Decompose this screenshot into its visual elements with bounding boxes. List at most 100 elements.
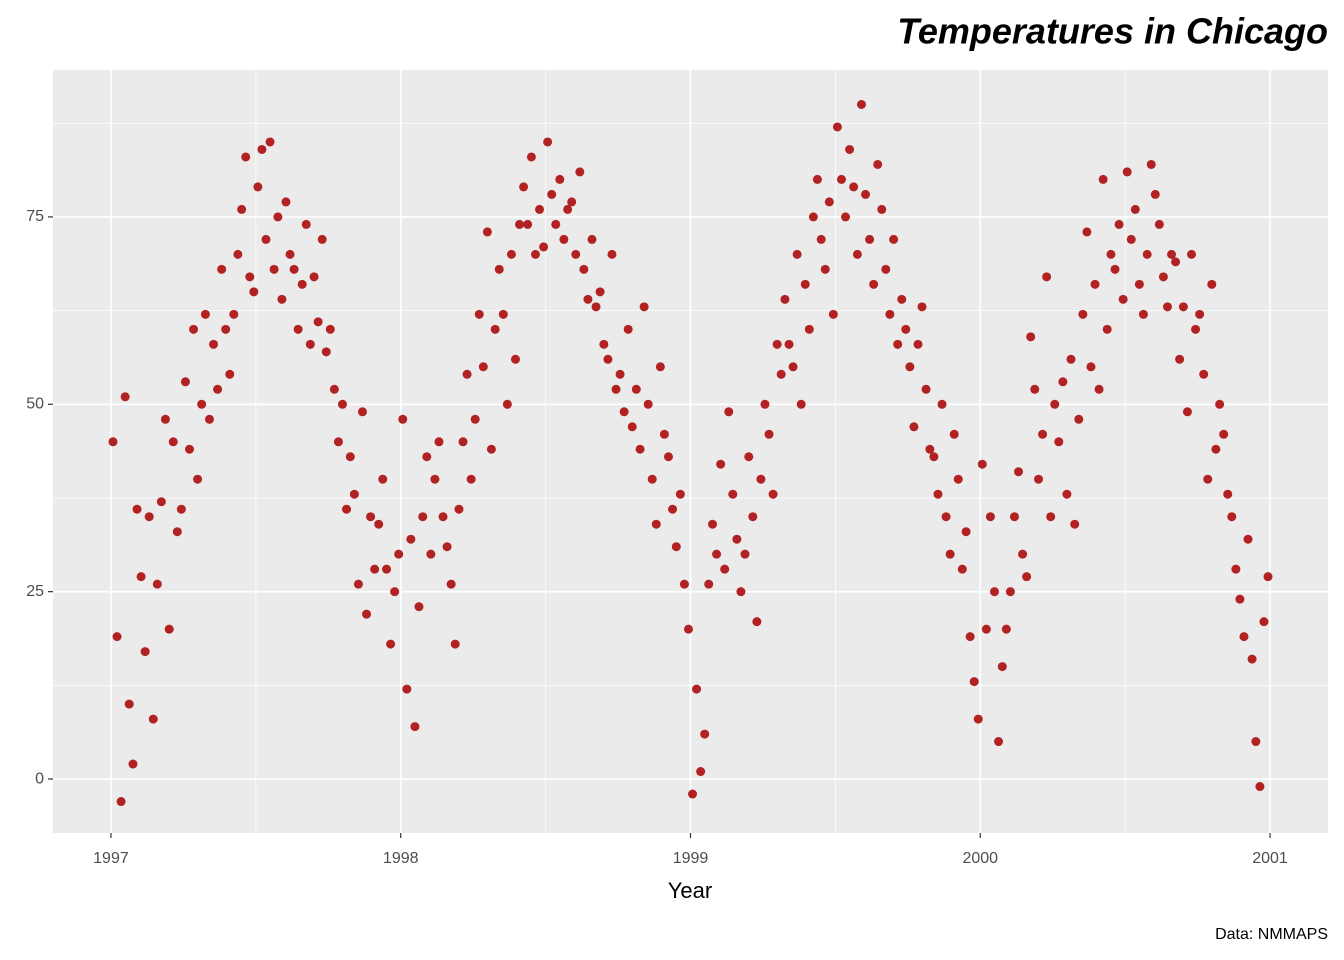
point [631, 384, 641, 394]
chart-title: Temperatures in Chicago [897, 11, 1328, 52]
point [716, 459, 726, 469]
point [832, 122, 842, 132]
point [466, 474, 476, 484]
point [1110, 264, 1120, 274]
point [740, 549, 750, 559]
point [1138, 309, 1148, 319]
point [1026, 332, 1036, 342]
point [543, 137, 553, 147]
point [788, 362, 798, 372]
point [808, 212, 818, 222]
point [325, 324, 335, 334]
point [683, 624, 693, 634]
point [1142, 249, 1152, 259]
point [599, 339, 609, 349]
point [623, 324, 633, 334]
x-tick-label: 2001 [1252, 850, 1288, 867]
point [494, 264, 504, 274]
point [619, 407, 629, 417]
x-tick-label: 1998 [383, 850, 419, 867]
point [1058, 377, 1068, 387]
point [108, 437, 118, 447]
point [422, 452, 432, 462]
point [366, 512, 376, 522]
point [1018, 549, 1028, 559]
point [434, 437, 444, 447]
point [841, 212, 851, 222]
point [1219, 429, 1229, 439]
point [204, 414, 214, 424]
point [668, 504, 678, 514]
point [390, 587, 400, 597]
point [869, 279, 879, 289]
point [229, 309, 239, 319]
point [1134, 279, 1144, 289]
point [353, 579, 363, 589]
point [885, 309, 895, 319]
point [909, 422, 919, 432]
point [949, 429, 959, 439]
point [563, 204, 573, 214]
point [418, 512, 428, 522]
point [374, 519, 384, 529]
point [414, 602, 424, 612]
point [897, 294, 907, 304]
point [877, 204, 887, 214]
point [402, 684, 412, 694]
point [659, 429, 669, 439]
point [398, 414, 408, 424]
point [865, 234, 875, 244]
point [189, 324, 199, 334]
caption: Data: NMMAPS [1215, 926, 1328, 943]
point [704, 579, 714, 589]
point [655, 362, 665, 372]
point [921, 384, 931, 394]
point [744, 452, 754, 462]
point [526, 152, 536, 162]
x-tick-label: 1997 [93, 850, 129, 867]
point [112, 632, 122, 642]
point [571, 249, 581, 259]
point [583, 294, 593, 304]
point [446, 579, 456, 589]
point [1001, 624, 1011, 634]
point [1227, 512, 1237, 522]
point [277, 294, 287, 304]
point [197, 399, 207, 409]
point [1050, 399, 1060, 409]
point [611, 384, 621, 394]
point [1094, 384, 1104, 394]
point [651, 519, 661, 529]
point [1150, 189, 1160, 199]
point [1235, 594, 1245, 604]
point [595, 287, 605, 297]
point [482, 227, 492, 237]
point [156, 497, 166, 507]
point [261, 234, 271, 244]
point [1066, 354, 1076, 364]
point [1178, 302, 1188, 312]
point [128, 759, 138, 769]
point [1211, 444, 1221, 454]
point [217, 264, 227, 274]
point [382, 564, 392, 574]
point [144, 512, 154, 522]
point [221, 324, 231, 334]
point [490, 324, 500, 334]
point [708, 519, 718, 529]
point [856, 99, 866, 109]
point [720, 564, 730, 574]
point [937, 399, 947, 409]
point [881, 264, 891, 274]
point [160, 414, 170, 424]
point [732, 534, 742, 544]
point [1251, 737, 1261, 747]
point [132, 504, 142, 514]
point [643, 399, 653, 409]
point [519, 182, 529, 192]
point [1118, 294, 1128, 304]
point [1034, 474, 1044, 484]
point [973, 714, 983, 724]
point [861, 189, 871, 199]
point [945, 549, 955, 559]
